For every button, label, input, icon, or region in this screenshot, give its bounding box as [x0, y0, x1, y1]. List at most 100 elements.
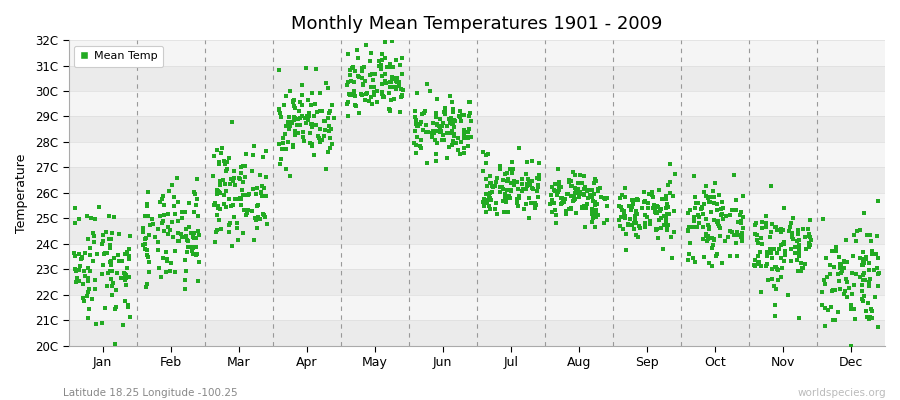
Point [463, 109, 477, 116]
Point [103, 245, 117, 252]
Point [734, 230, 749, 236]
Point [345, 64, 359, 71]
Point [428, 110, 443, 116]
Point [641, 200, 655, 206]
Point [816, 216, 831, 222]
Point [281, 139, 295, 146]
Point [432, 123, 446, 130]
Text: worldspecies.org: worldspecies.org [798, 388, 886, 398]
Point [551, 166, 565, 172]
Point [498, 170, 512, 177]
Point [95, 271, 110, 277]
Point [140, 203, 154, 210]
Point [701, 260, 716, 266]
Point [580, 201, 594, 207]
Point [517, 206, 531, 212]
Point [413, 136, 428, 143]
Point [838, 287, 852, 294]
Point [140, 247, 154, 253]
Point [658, 214, 672, 220]
Point [636, 189, 651, 196]
Point [375, 57, 390, 63]
Point [507, 182, 521, 188]
Point [445, 114, 459, 121]
Point [631, 234, 645, 240]
Point [816, 276, 831, 283]
Point [122, 253, 136, 260]
Point [286, 99, 301, 105]
Point [323, 108, 338, 114]
Point [584, 194, 598, 200]
Point [219, 188, 233, 194]
Point [348, 102, 363, 108]
Point [617, 213, 632, 219]
Point [320, 85, 335, 91]
Point [483, 189, 498, 196]
Point [254, 190, 268, 196]
Point [95, 231, 110, 238]
Point [859, 256, 873, 262]
Point [502, 166, 517, 172]
Point [295, 92, 310, 98]
Point [274, 114, 288, 121]
Point [801, 226, 815, 232]
Point [855, 296, 869, 302]
Point [444, 130, 458, 136]
Point [374, 62, 389, 68]
Point [616, 209, 631, 215]
Point [118, 282, 132, 288]
Point [577, 191, 591, 198]
Point [784, 246, 798, 253]
Point [681, 251, 696, 258]
Point [626, 200, 641, 207]
Point [754, 235, 769, 241]
Point [688, 218, 702, 224]
Point [415, 111, 429, 117]
Point [694, 205, 708, 212]
Point [859, 254, 873, 260]
Point [587, 180, 601, 186]
Point [723, 253, 737, 259]
Point [430, 122, 445, 128]
Point [696, 224, 710, 230]
Point [572, 172, 587, 178]
Point [480, 200, 494, 206]
Point [651, 204, 665, 210]
Point [735, 238, 750, 244]
Point [563, 205, 578, 212]
Point [515, 176, 529, 183]
Point [181, 244, 195, 250]
Point [286, 98, 301, 104]
Point [708, 253, 723, 259]
Point [355, 68, 369, 74]
Point [321, 149, 336, 155]
Point [714, 206, 728, 213]
Point [621, 222, 635, 229]
Point [323, 145, 338, 152]
Point [624, 216, 638, 222]
Point [762, 246, 777, 252]
Point [617, 214, 632, 221]
Point [379, 80, 393, 86]
Point [815, 302, 830, 308]
Point [76, 281, 90, 287]
Point [638, 198, 652, 204]
Point [425, 130, 439, 136]
Point [562, 179, 577, 186]
Point [518, 201, 533, 208]
Point [106, 214, 121, 220]
Point [236, 178, 250, 185]
Point [176, 209, 190, 215]
Point [358, 90, 373, 97]
Point [500, 170, 515, 176]
Point [305, 141, 320, 148]
Point [419, 81, 434, 87]
Point [550, 192, 564, 198]
Point [285, 118, 300, 125]
Point [409, 150, 423, 156]
Point [383, 107, 398, 114]
Point [356, 81, 371, 88]
Point [247, 142, 261, 149]
Point [510, 186, 525, 192]
Point [408, 127, 422, 134]
